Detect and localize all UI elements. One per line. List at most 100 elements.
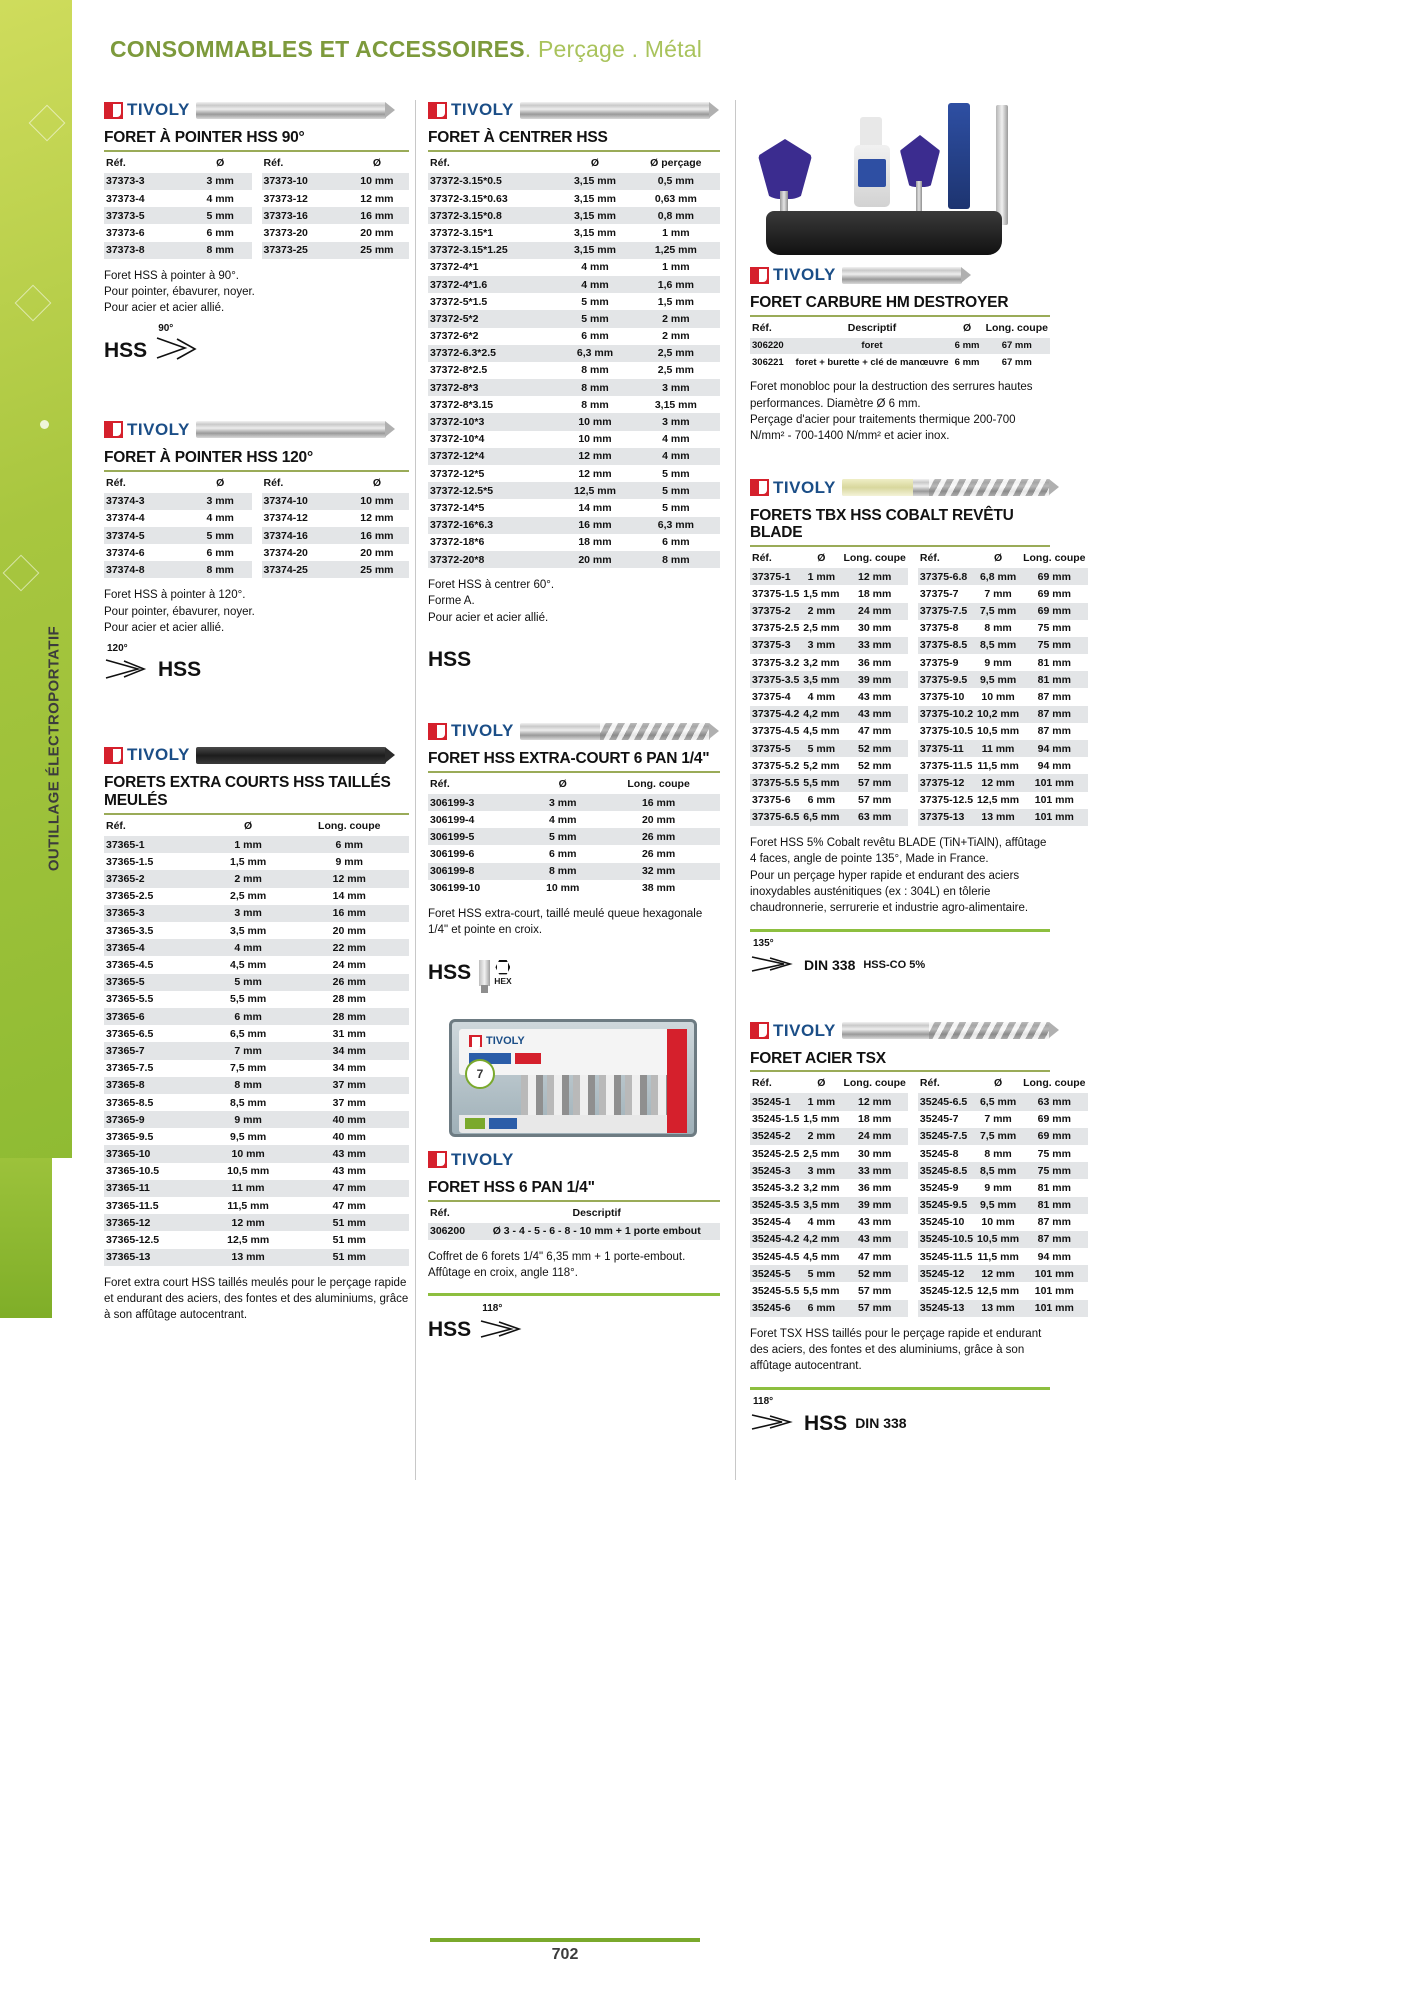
cell-ref: 37375-9.5 bbox=[917, 671, 976, 689]
table-row: 35245-4 4 mm 43 mm bbox=[750, 1214, 908, 1231]
cell-value: 12 mm bbox=[360, 192, 394, 205]
diamond-decor bbox=[28, 104, 66, 142]
cell-value: 13 mm bbox=[206, 1248, 290, 1266]
cell-value: 1,5 mm bbox=[803, 587, 840, 600]
din-standard-label: DIN 338 bbox=[855, 1415, 907, 1432]
cell-ref: 35245-1.5 bbox=[752, 1113, 800, 1126]
cell-value: 3 mm bbox=[631, 413, 720, 431]
hex-label: HEX bbox=[494, 975, 512, 986]
drill-point-angle-icon bbox=[480, 1320, 522, 1338]
cell-ref: 37375-7.5 bbox=[917, 602, 976, 620]
cell-ref: 37365-7.5 bbox=[106, 1062, 154, 1075]
cell-ref: 37365-3 bbox=[104, 904, 207, 923]
hss-badge-row: 120° HSS bbox=[104, 643, 409, 690]
table-row: 37375-4.5 4,5 mm 47 mm bbox=[750, 723, 908, 740]
table-row: 37375-2 2 mm 24 mm bbox=[750, 602, 908, 620]
cell-value: 22 mm bbox=[289, 939, 409, 957]
cell-value: 87 mm bbox=[1021, 705, 1088, 723]
cell-ref: 35245-2.5 bbox=[752, 1147, 800, 1160]
col-header-cut-length: Long. coupe bbox=[985, 321, 1048, 334]
cell-ref: 37365-11.5 bbox=[106, 1199, 159, 1212]
cell-ref: 37372-14*5 bbox=[430, 501, 485, 514]
drill-bit-image bbox=[195, 101, 395, 119]
cell-value: 3,5 mm bbox=[230, 924, 267, 937]
cell-value: 87 mm bbox=[1021, 1230, 1088, 1249]
cell-ref: 37372-12.5*5 bbox=[428, 482, 559, 500]
cell-ref: 35245-12.5 bbox=[919, 1285, 974, 1298]
cell-ref: 37372-18*6 bbox=[430, 536, 485, 549]
cell-value: 94 mm bbox=[1037, 759, 1071, 772]
cell-value: 14 mm bbox=[578, 501, 612, 514]
table-row: 306221 foret + burette + clé de manœuvre 6… bbox=[750, 354, 1050, 370]
tivoly-mark-icon bbox=[750, 1022, 769, 1040]
cell-value: 3,2 mm bbox=[803, 1181, 840, 1194]
table-row: 37375-7 7 mm 69 mm bbox=[918, 585, 1088, 602]
cell-ref: 37375-7 bbox=[919, 587, 959, 600]
table-row: 35245-2 2 mm 24 mm bbox=[750, 1127, 908, 1145]
table-row: 37372-3.15*1 3,15 mm 1 mm bbox=[428, 224, 720, 241]
title-rule bbox=[104, 469, 409, 472]
cell-ref: 37373-20 bbox=[263, 226, 308, 239]
cell-value: 8 mm bbox=[528, 862, 598, 880]
cell-value: 1,5 mm bbox=[803, 1113, 840, 1126]
cell-value: 18 mm bbox=[578, 536, 612, 549]
spec-table-left: Réf. Ø Long. coupe 35245-1 1 mm 12 mm 35245… bbox=[750, 1074, 908, 1317]
spec-table: Réf. Ø Long. coupe 306199-3 3 mm 16 mm 3061… bbox=[428, 775, 720, 897]
cell-ref: 37372-16*6.3 bbox=[428, 516, 559, 534]
tivoly-wordmark: TIVOLY bbox=[773, 1020, 836, 1040]
cell-value: 8 mm bbox=[188, 241, 252, 259]
table-row: 37365-5.5 5,5 mm 28 mm bbox=[104, 991, 409, 1008]
cell-value: 25 mm bbox=[344, 241, 409, 259]
cell-value: 3,15 mm bbox=[558, 172, 632, 190]
cell-ref: 37375-3.5 bbox=[750, 671, 802, 689]
product-foret-acier-tsx: TIVOLY FORET ACIER TSX Réf. Ø Long. coup… bbox=[750, 1016, 1088, 1444]
cell-value: 10 mm bbox=[558, 413, 632, 431]
cell-value: 3,5 mm bbox=[801, 1196, 842, 1214]
table-row: 37372-5*1.5 5 mm 1,5 mm bbox=[428, 293, 720, 310]
cell-ref: 35245-11.5 bbox=[919, 1250, 973, 1263]
cell-ref: 35245-5 bbox=[750, 1265, 802, 1283]
cell-value: 16 mm bbox=[344, 526, 409, 545]
table-row: 37375-10 10 mm 87 mm bbox=[918, 688, 1088, 705]
cell-value: 12 mm bbox=[841, 568, 908, 586]
table-row: 37374-16 16 mm bbox=[261, 526, 409, 545]
cell-value: 5 mm bbox=[206, 973, 290, 991]
col-header-ref: Réf. bbox=[752, 1077, 772, 1090]
column-two: TIVOLY FORET À CENTRER HSS Réf. Ø Ø perç… bbox=[428, 95, 720, 1354]
table-body: 306220 foret 6 mm 67 mm 306221 foret + burett… bbox=[750, 337, 1050, 370]
cell-value: 10 mm bbox=[546, 882, 580, 895]
cell-value: 10 mm bbox=[981, 691, 1015, 704]
cell-value: 3,15 mm bbox=[558, 207, 632, 225]
cell-value: 67 mm bbox=[1001, 356, 1032, 368]
cell-value: 1,6 mm bbox=[631, 275, 720, 294]
cell-value: 81 mm bbox=[1037, 1181, 1071, 1194]
cell-value: 28 mm bbox=[332, 993, 366, 1006]
cell-ref: 306199-3 bbox=[428, 793, 529, 812]
product-title: FORETS TBX HSS COBALT REVÊTU BLADE bbox=[750, 506, 1014, 542]
cell-value: 20 mm bbox=[360, 546, 394, 559]
cell-ref: 35245-12 bbox=[917, 1265, 976, 1283]
footer-rule bbox=[430, 1938, 700, 1942]
cell-value: 5,5 mm bbox=[230, 993, 267, 1006]
table-row: 37375-5.2 5,2 mm 52 mm bbox=[750, 757, 908, 774]
cell-value: 5 mm bbox=[662, 467, 690, 480]
cell-value: 6 mm bbox=[807, 794, 836, 807]
cell-value: 43 mm bbox=[289, 1145, 409, 1163]
cell-value: 4,5 mm bbox=[803, 725, 840, 738]
table-row: 37375-7.5 7,5 mm 69 mm bbox=[917, 602, 1088, 620]
table-row: 37373-8 8 mm bbox=[104, 241, 252, 259]
col-header-ref: Réf. bbox=[752, 321, 772, 334]
tivoly-logo: TIVOLY bbox=[428, 1150, 514, 1170]
cell-ref: 37374-16 bbox=[261, 526, 345, 545]
cell-value: 94 mm bbox=[1021, 740, 1088, 758]
table-body: 37374-3 3 mm 37374-4 4 mm 37374-5 5 mm 37374-6… bbox=[104, 492, 252, 579]
table-row: 35245-13 13 mm 101 mm bbox=[917, 1299, 1088, 1317]
cell-ref: 37373-5 bbox=[104, 207, 189, 225]
cell-value: 39 mm bbox=[841, 671, 908, 689]
cell-ref: 37372-3.15*1.25 bbox=[428, 241, 559, 259]
tivoly-mark-icon bbox=[428, 722, 447, 740]
table-row: 37365-8.5 8,5 mm 37 mm bbox=[104, 1094, 409, 1111]
cell-ref: 35245-7 bbox=[919, 1113, 959, 1126]
cell-ref: 35245-1 bbox=[750, 1093, 802, 1111]
table-body: 37374-10 10 mm 37374-12 12 mm 37374-16 16 mm 3… bbox=[261, 492, 409, 579]
